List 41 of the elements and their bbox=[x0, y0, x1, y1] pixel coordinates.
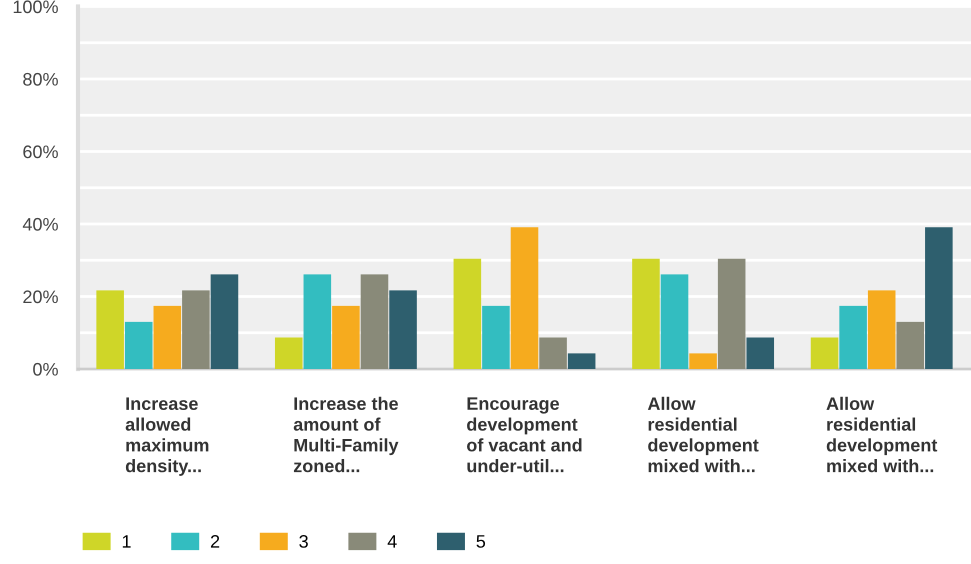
bar bbox=[482, 306, 510, 369]
bar bbox=[304, 274, 332, 369]
legend-label: 5 bbox=[476, 535, 486, 548]
y-tick-label: 60% bbox=[23, 145, 58, 158]
bar bbox=[839, 306, 867, 369]
x-tick-label: Encourage development of vacant and under-util... bbox=[467, 397, 582, 472]
bar bbox=[182, 290, 210, 369]
bar bbox=[124, 322, 153, 369]
bar bbox=[154, 306, 182, 369]
y-tick-label: 20% bbox=[23, 290, 58, 304]
x-tick-label: Allow residential development mixed with... bbox=[648, 396, 759, 472]
y-tick-label: 0% bbox=[33, 362, 58, 376]
legend-label: 4 bbox=[388, 535, 397, 548]
bar bbox=[539, 337, 567, 369]
legend-label: 2 bbox=[210, 535, 220, 548]
legend-label: 3 bbox=[299, 535, 308, 548]
y-tick-label: 80% bbox=[23, 72, 58, 86]
bar bbox=[274, 337, 303, 369]
legend-label: 1 bbox=[122, 535, 131, 548]
bar bbox=[568, 353, 596, 369]
x-tick-label: Increase allowed maximum density... bbox=[126, 397, 208, 476]
bar bbox=[210, 274, 238, 369]
y-tick-label: 40% bbox=[22, 218, 58, 231]
x-tick-label: Allow residential development mixed with... bbox=[826, 396, 938, 472]
x-tick-label: Increase the amount of Multi-Family zoned... bbox=[294, 396, 398, 472]
bar bbox=[632, 258, 660, 369]
bar bbox=[660, 274, 688, 369]
bar bbox=[925, 227, 953, 369]
bar bbox=[746, 337, 774, 369]
bar bbox=[510, 227, 538, 369]
bar bbox=[332, 306, 360, 369]
bar bbox=[96, 290, 124, 369]
bar bbox=[454, 258, 482, 369]
bar bbox=[689, 353, 717, 369]
bar bbox=[360, 274, 388, 369]
y-tick-label: 100% bbox=[14, 0, 58, 14]
bar bbox=[810, 337, 838, 369]
bar bbox=[389, 290, 417, 369]
bar bbox=[868, 290, 896, 369]
bar bbox=[896, 322, 924, 369]
bar bbox=[718, 258, 746, 369]
